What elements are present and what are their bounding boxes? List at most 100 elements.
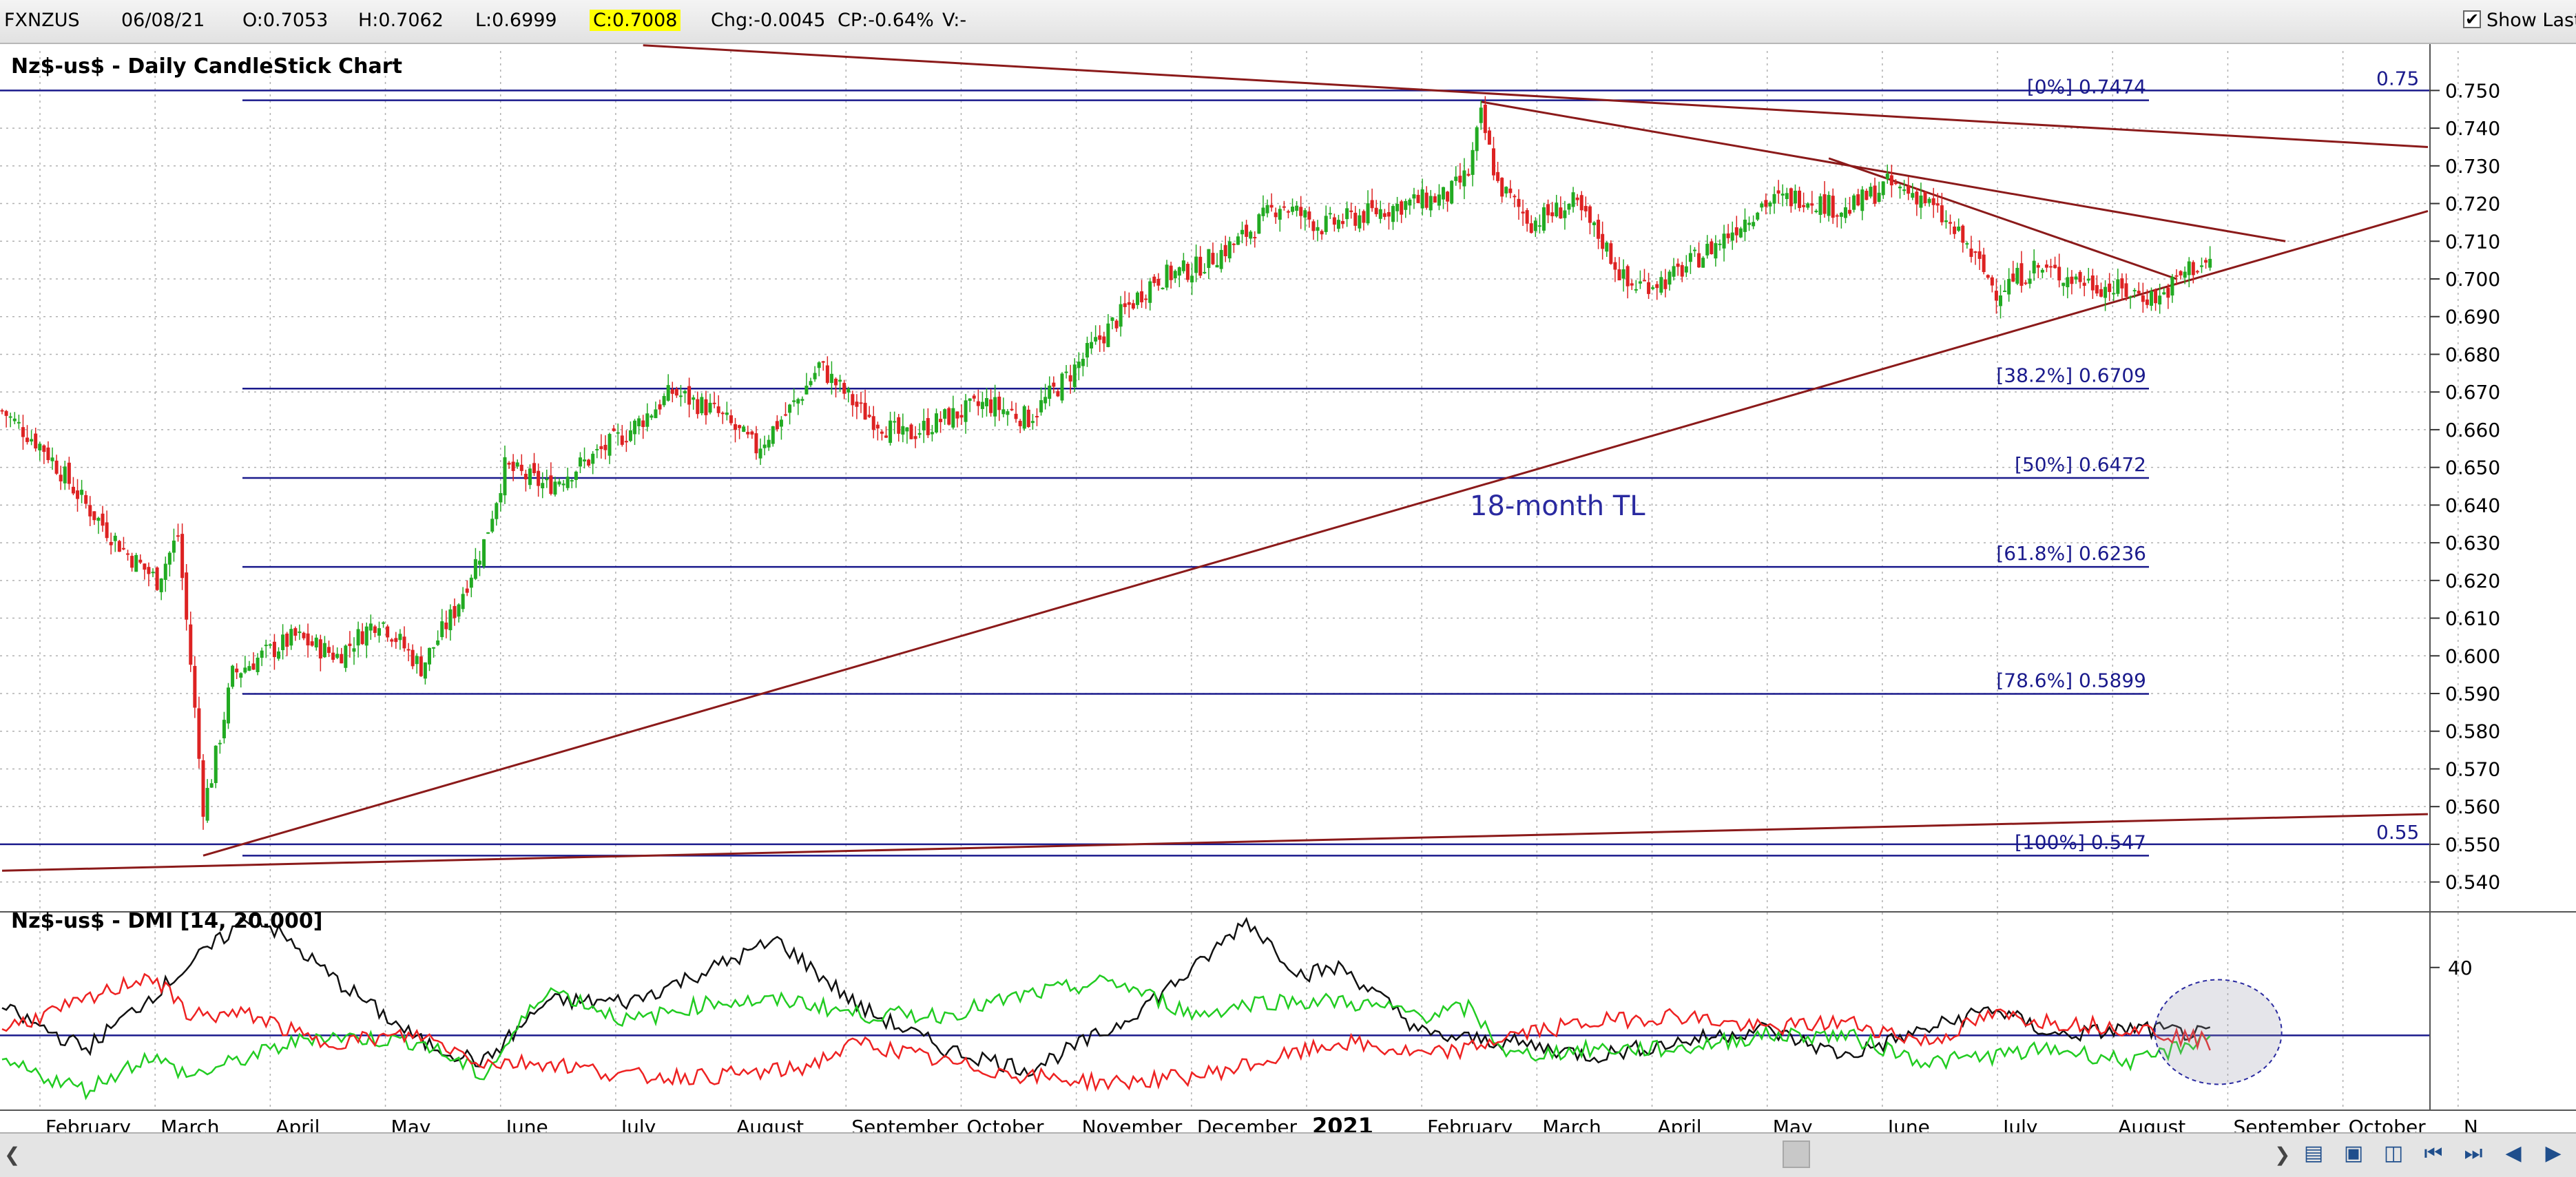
candle-body: [2128, 296, 2132, 298]
candle-body: [444, 622, 448, 629]
candle-body: [1873, 185, 1877, 204]
candle-body: [909, 424, 913, 439]
candle-body: [344, 645, 348, 668]
candle-body: [959, 415, 964, 418]
scroll-left-icon[interactable]: ❮: [4, 1143, 21, 1166]
candle-body: [382, 622, 386, 624]
candle-body: [1039, 400, 1043, 413]
candle-body: [1710, 241, 1714, 255]
candle-body: [340, 654, 344, 664]
candle-body: [243, 667, 247, 673]
candle-body: [561, 483, 565, 486]
candle-body: [1307, 211, 1311, 220]
candle-body: [322, 643, 326, 658]
scroll-thumb[interactable]: [1783, 1140, 1810, 1168]
candle-body: [398, 634, 402, 640]
candle-body: [997, 396, 1001, 410]
candle-body: [2015, 267, 2019, 284]
candle-body: [700, 397, 704, 414]
scrollbar[interactable]: ❮ ❯ ▤ ▣ ◫ ⏮ ⏭ ◀ ▶: [0, 1132, 2576, 1177]
candle-body: [63, 466, 67, 483]
candle-body: [477, 561, 481, 565]
candle-body: [214, 745, 218, 784]
candle-body: [1889, 175, 1893, 186]
candle-body: [1232, 243, 1236, 245]
candle-body: [1466, 174, 1471, 176]
candle-body: [1877, 192, 1881, 202]
candle-body: [725, 413, 729, 415]
candle-body: [867, 415, 871, 417]
candle-body: [109, 541, 113, 545]
candle-body: [2095, 284, 2099, 294]
candle-body: [825, 365, 829, 383]
candle-body: [1169, 265, 1173, 280]
month-label: August: [736, 1116, 804, 1132]
candle-body: [373, 626, 377, 633]
candle-body: [1793, 190, 1797, 204]
candle-body: [1106, 323, 1110, 347]
zoom-out-icon[interactable]: ▤: [2303, 1141, 2324, 1165]
candle-body: [1915, 191, 1919, 205]
candle-body: [1680, 264, 1684, 277]
candle-body: [1555, 202, 1559, 217]
candle-body: [440, 621, 444, 638]
candle-body: [1094, 337, 1098, 342]
dmi-series-line: [1, 974, 2211, 1101]
candle-body: [117, 541, 121, 552]
scroll-end-icon[interactable]: ⏭: [2464, 1141, 2483, 1165]
trendline-annotation: 18-month TL: [1470, 490, 1645, 522]
candle-body: [2191, 262, 2195, 275]
candle-body: [1835, 215, 1839, 217]
candle-body: [817, 362, 821, 368]
candle-body: [189, 624, 193, 665]
candle-body: [277, 651, 281, 659]
candle-body: [2040, 269, 2044, 273]
scroll-start-icon[interactable]: ⏮: [2424, 1141, 2443, 1165]
candle-body: [674, 388, 678, 396]
candle-body: [453, 605, 457, 618]
candle-body: [662, 395, 666, 406]
candle-body: [176, 535, 180, 537]
chart-background: [0, 44, 2576, 1132]
candle-body: [934, 413, 938, 433]
candle-body: [172, 540, 176, 553]
candle-body: [612, 428, 616, 431]
zoom-in-icon[interactable]: ▣: [2343, 1141, 2364, 1165]
candle-body: [1621, 269, 1625, 279]
candle-body: [2061, 282, 2066, 287]
candle-body: [2154, 290, 2158, 304]
candle-body: [21, 427, 25, 437]
candle-body: [1692, 249, 1696, 251]
candle-body: [1714, 243, 1718, 259]
show-last-checkbox[interactable]: ✔: [2463, 10, 2481, 28]
step-forward-icon[interactable]: ▶: [2545, 1141, 2562, 1165]
candle-body: [1358, 215, 1362, 229]
candle-body: [394, 638, 398, 643]
candle-body: [1734, 227, 1738, 236]
candle-body: [251, 663, 256, 670]
step-back-icon[interactable]: ◀: [2505, 1141, 2522, 1165]
candle-body: [50, 457, 54, 461]
month-label: July: [620, 1116, 656, 1132]
candle-body: [720, 413, 725, 415]
candles: [0, 96, 2212, 830]
candle-body: [2086, 278, 2090, 281]
candle-body: [143, 563, 147, 570]
price-tick-label: 0.660: [2445, 419, 2500, 441]
candle-body: [804, 385, 809, 395]
candle-body: [1408, 199, 1412, 206]
candle-body: [2032, 260, 2036, 274]
candle-body: [859, 402, 863, 404]
candle-body: [1935, 203, 1940, 206]
candle-body: [762, 444, 767, 448]
candle-body: [553, 481, 557, 495]
candle-body: [1885, 174, 1889, 180]
candle-body: [2078, 271, 2082, 282]
candle-body: [331, 652, 335, 660]
scroll-right-icon[interactable]: ❯: [2274, 1143, 2291, 1166]
candle-body: [1060, 373, 1064, 401]
horizontal-level-label: 0.75: [2376, 67, 2419, 90]
reset-zoom-icon[interactable]: ◫: [2383, 1141, 2404, 1165]
fib-label: [38.2%] 0.6709: [1996, 364, 2146, 386]
open-value: O:0.7053: [242, 10, 329, 31]
